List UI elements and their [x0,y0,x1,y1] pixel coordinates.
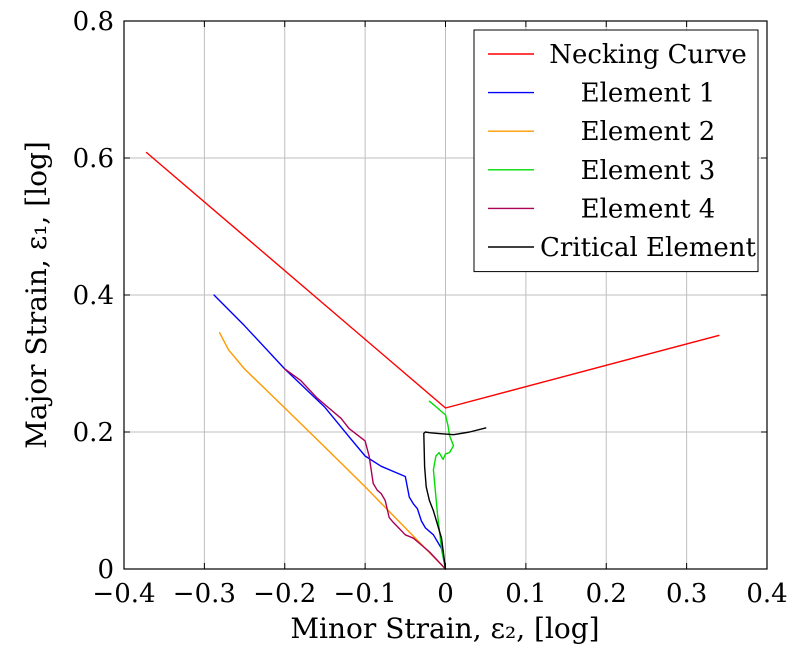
x-tick-label: 0.2 [586,579,627,609]
y-tick-label: 0.8 [73,7,114,37]
x-tick-label: −0.1 [334,579,397,609]
tick-marks [123,20,768,570]
legend-label-element-4: Element 4 [581,194,716,224]
y-tick-label: 0.6 [73,144,114,174]
legend-box [473,29,759,273]
y-axis-label: Major Strain, ε₁, [log] [20,141,53,449]
y-tick-label: 0.2 [73,418,114,448]
series-line-element-2 [218,332,447,570]
series-line-element-4 [284,368,447,570]
legend-label-necking-curve: Necking Curve [549,40,747,70]
legend: Necking Curve Element 1 Element 2 Element 3… [473,29,759,273]
x-tick-label: −0.4 [92,579,155,609]
series-line-element-1 [213,294,447,570]
legend-label-critical-element: Critical Element [540,233,757,263]
series-line-element-3 [428,400,455,570]
legend-label-element-2: Element 2 [581,117,716,147]
legend-label-element-1: Element 1 [581,79,716,109]
series-lines [145,151,720,570]
x-tick-label: 0.1 [505,579,546,609]
x-tick-label: 0 [437,579,454,609]
x-tick-labels: −0.4 −0.3 −0.2 −0.1 0 0.1 0.2 0.3 0.4 [92,579,787,609]
series-line-critical-element [423,427,487,570]
x-tick-label: 0.3 [666,579,707,609]
x-tick-label: −0.3 [173,579,236,609]
y-tick-label: 0.4 [73,281,114,311]
x-axis-label: Minor Strain, ε₂, [log] [290,612,599,645]
series-line-necking-curve [145,151,720,409]
x-tick-label: 0.4 [746,579,787,609]
y-tick-label: 0 [97,555,114,585]
x-tick-label: −0.2 [253,579,316,609]
y-tick-labels: 0 0.2 0.4 0.6 0.8 [73,7,114,585]
legend-label-element-3: Element 3 [581,156,716,186]
